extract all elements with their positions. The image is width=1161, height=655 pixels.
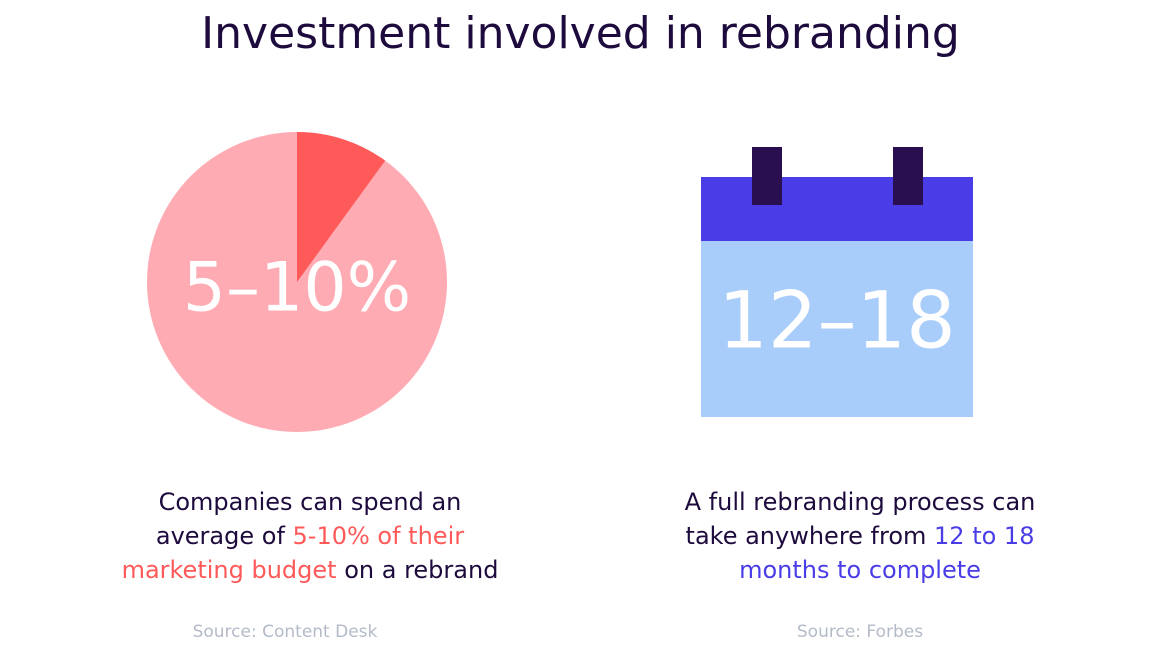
- text: on a rebrand: [336, 556, 499, 584]
- description: Companies can spend an average of 5-10% o…: [80, 485, 540, 587]
- text: A full rebranding process can: [684, 488, 1036, 516]
- highlight-text: 12 to 18: [934, 522, 1035, 550]
- source: Source: Forbes: [796, 622, 924, 642]
- title: Investment involved in rebranding: [201, 8, 960, 59]
- description-line: take anywhere from 12 to 18: [630, 519, 1090, 553]
- description-line: A full rebranding process can: [630, 485, 1090, 519]
- pie-figure: 5–10%: [183, 249, 411, 328]
- highlight-text: months to complete: [739, 556, 981, 584]
- calendar-ring: [752, 147, 782, 205]
- calendar-body: [701, 241, 973, 417]
- description: A full rebranding process can take anywhe…: [630, 485, 1090, 587]
- description-line: marketing budget on a rebrand: [80, 553, 540, 587]
- highlight-text: marketing budget: [121, 556, 337, 584]
- description-line: months to complete: [630, 553, 1090, 587]
- text: take anywhere from: [685, 522, 935, 550]
- calendar-ring: [893, 147, 923, 205]
- text: average of: [155, 522, 293, 550]
- description-line: average of 5-10% of their: [80, 519, 540, 553]
- calendar-figure: 12–18: [718, 276, 956, 366]
- text: Companies can spend an: [158, 488, 462, 516]
- calendar-header: [701, 177, 973, 241]
- highlight-text: 5-10% of their: [292, 522, 465, 550]
- source: Source: Content Desk: [192, 622, 378, 642]
- description-line: Companies can spend an: [80, 485, 540, 519]
- pie-wedge: [297, 131, 386, 282]
